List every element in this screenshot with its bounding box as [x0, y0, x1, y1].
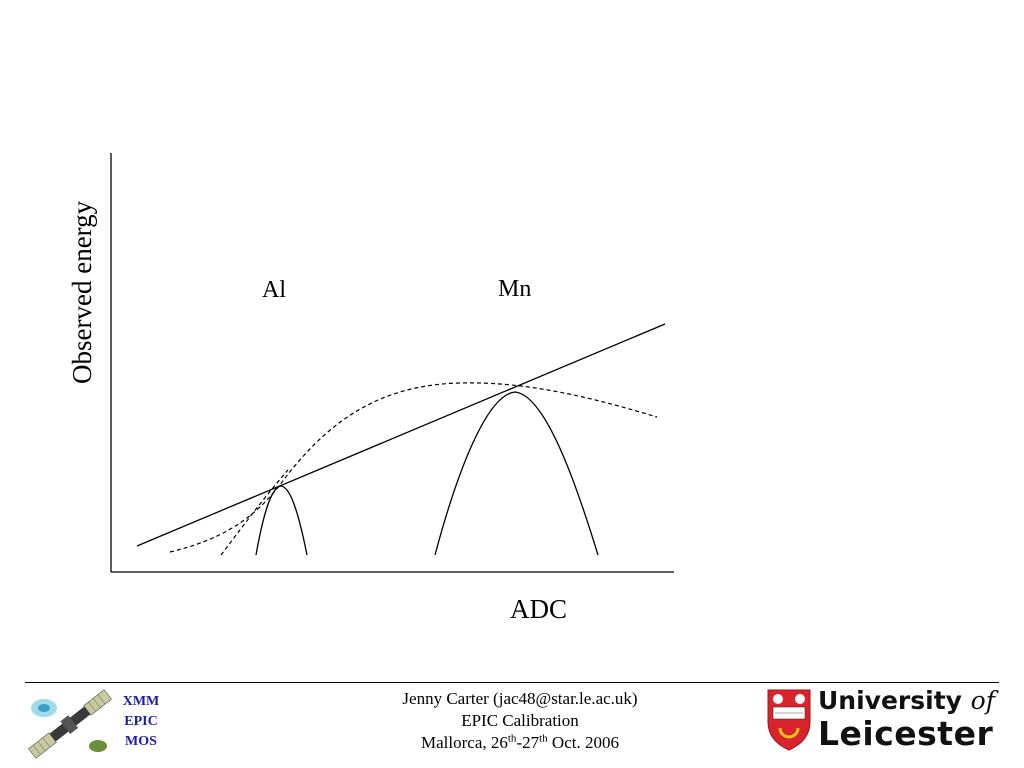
- logo-line-mos: MOS: [125, 734, 157, 749]
- x-axis-label: ADC: [510, 594, 567, 624]
- xmm-satellite-logo: [28, 689, 112, 759]
- y-axis-label: Observed energy: [67, 200, 97, 384]
- footer-divider: [25, 682, 999, 683]
- linear-response-line: [136, 323, 666, 547]
- location-line: Mallorca, 26th-27th Oct. 2006: [421, 732, 619, 752]
- presenter-line: Jenny Carter (jac48@star.le.ac.uk): [402, 689, 638, 708]
- al-peak: [255, 485, 308, 556]
- footer-info: Jenny Carter (jac48@star.le.ac.uk) EPIC …: [330, 688, 710, 754]
- nonlinear-response-curve: [169, 382, 658, 553]
- peak-label-al: Al: [262, 277, 286, 303]
- university-shield-logo: [767, 689, 811, 751]
- event-line: EPIC Calibration: [461, 711, 579, 730]
- xmm-epic-mos-label: XMM EPIC MOS: [118, 692, 164, 752]
- university-wordmark: University of Leicester: [818, 686, 995, 752]
- al-tangent-dashed: [220, 469, 289, 556]
- logo-line-xmm: XMM: [122, 694, 160, 709]
- university-line2: Leicester: [818, 714, 994, 753]
- logo-line-epic: EPIC: [124, 714, 158, 729]
- peak-label-mn: Mn: [498, 276, 531, 302]
- mn-peak: [434, 391, 599, 556]
- university-line1: University of: [818, 686, 995, 715]
- calibration-diagram: Al Mn ADC Observed energy: [67, 153, 674, 624]
